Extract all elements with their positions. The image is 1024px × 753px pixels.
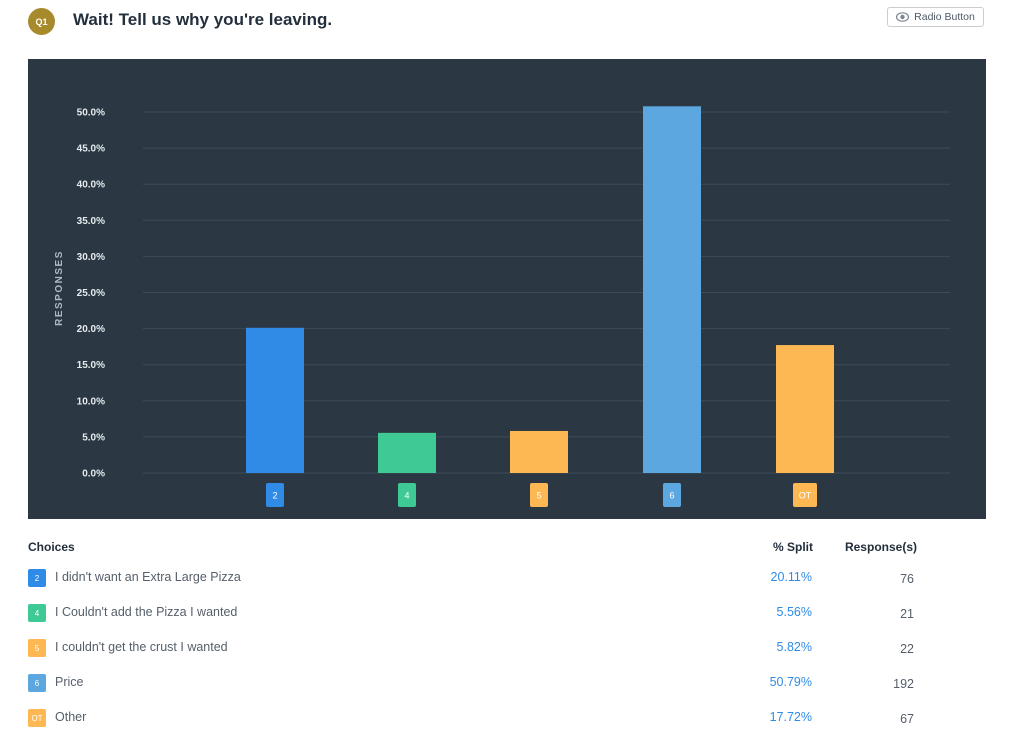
choice-label: Price	[55, 675, 84, 689]
bar-ot	[776, 345, 834, 473]
x-tick-label: OT	[799, 491, 812, 501]
bar-5	[510, 430, 568, 473]
bar-4	[378, 432, 436, 473]
y-tick-label: 10.0%	[77, 396, 105, 407]
choices-header: Choices	[28, 540, 75, 554]
question-type-button[interactable]: Radio Button	[887, 7, 984, 27]
y-tick-label: 40.0%	[77, 180, 105, 191]
x-tick-badge	[530, 483, 548, 507]
y-tick-label: 25.0%	[77, 288, 105, 299]
choice-responses: 76	[900, 572, 914, 586]
x-tick-label: 2	[272, 491, 277, 501]
choice-responses: 21	[900, 607, 914, 621]
choice-code-badge: 6	[28, 674, 46, 692]
table-row: 6 Price 50.79% 192	[28, 673, 986, 693]
x-tick-badge	[663, 483, 681, 507]
x-tick-label: 6	[669, 491, 674, 501]
choice-label: Other	[55, 710, 87, 724]
choice-split: 5.82%	[776, 640, 812, 654]
x-tick-label: 4	[404, 491, 409, 501]
bar-2	[246, 327, 304, 473]
question-title: Wait! Tell us why you're leaving.	[73, 10, 333, 29]
choice-label: I didn't want an Extra Large Pizza	[55, 570, 241, 584]
table-row: 4 I Couldn't add the Pizza I wanted 5.56…	[28, 603, 986, 623]
y-tick-label: 35.0%	[77, 216, 105, 227]
bar-chart: 0.0% 5.0% 10.0% 15.0% 20.0% 25.0% 30.0% 35.0% 40…	[54, 106, 950, 507]
choice-code-badge: OT	[28, 709, 46, 727]
y-tick-label: 50.0%	[77, 108, 105, 119]
choice-split: 17.72%	[769, 710, 812, 724]
choice-code-badge: 2	[28, 569, 46, 587]
y-tick-label: 15.0%	[77, 360, 105, 371]
split-header: % Split	[772, 540, 813, 554]
y-tick-label: 20.0%	[77, 324, 105, 335]
choice-code-badge: 5	[28, 639, 46, 657]
table-row: 5 I couldn't get the crust I wanted 5.82…	[28, 638, 986, 658]
question-number-badge: Q1	[28, 8, 55, 35]
choice-label: I couldn't get the crust I wanted	[55, 640, 228, 654]
responses-header: Response(s)	[844, 540, 917, 554]
x-tick-badge	[266, 483, 284, 507]
eye-icon	[896, 12, 910, 22]
y-tick-label: 0.0%	[82, 469, 105, 480]
choice-split: 50.79%	[769, 675, 812, 689]
table-row: 2 I didn't want an Extra Large Pizza 20.…	[28, 568, 986, 588]
y-tick-label: 5.0%	[82, 432, 105, 443]
choice-split: 5.56%	[776, 605, 812, 619]
choice-code-badge: 4	[28, 604, 46, 622]
y-tick-label: 45.0%	[77, 144, 105, 155]
choice-split: 20.11%	[770, 570, 812, 584]
x-tick-label: 5	[536, 491, 541, 501]
choice-responses: 192	[893, 677, 914, 691]
question-type-label: Radio Button	[914, 11, 975, 23]
x-tick-badge	[793, 483, 817, 507]
y-tick-label: 30.0%	[77, 252, 105, 263]
table-row: OT Other 17.72% 67	[28, 708, 986, 728]
y-axis-label: RESPONSES	[54, 250, 65, 326]
choice-responses: 67	[900, 712, 914, 726]
choice-responses: 22	[900, 642, 914, 656]
bar-6	[643, 106, 701, 473]
bar-chart-panel: 0.0% 5.0% 10.0% 15.0% 20.0% 25.0% 30.0% 35.0% 40…	[28, 59, 986, 519]
x-tick-badge	[398, 483, 416, 507]
choice-label: I Couldn't add the Pizza I wanted	[55, 605, 238, 619]
